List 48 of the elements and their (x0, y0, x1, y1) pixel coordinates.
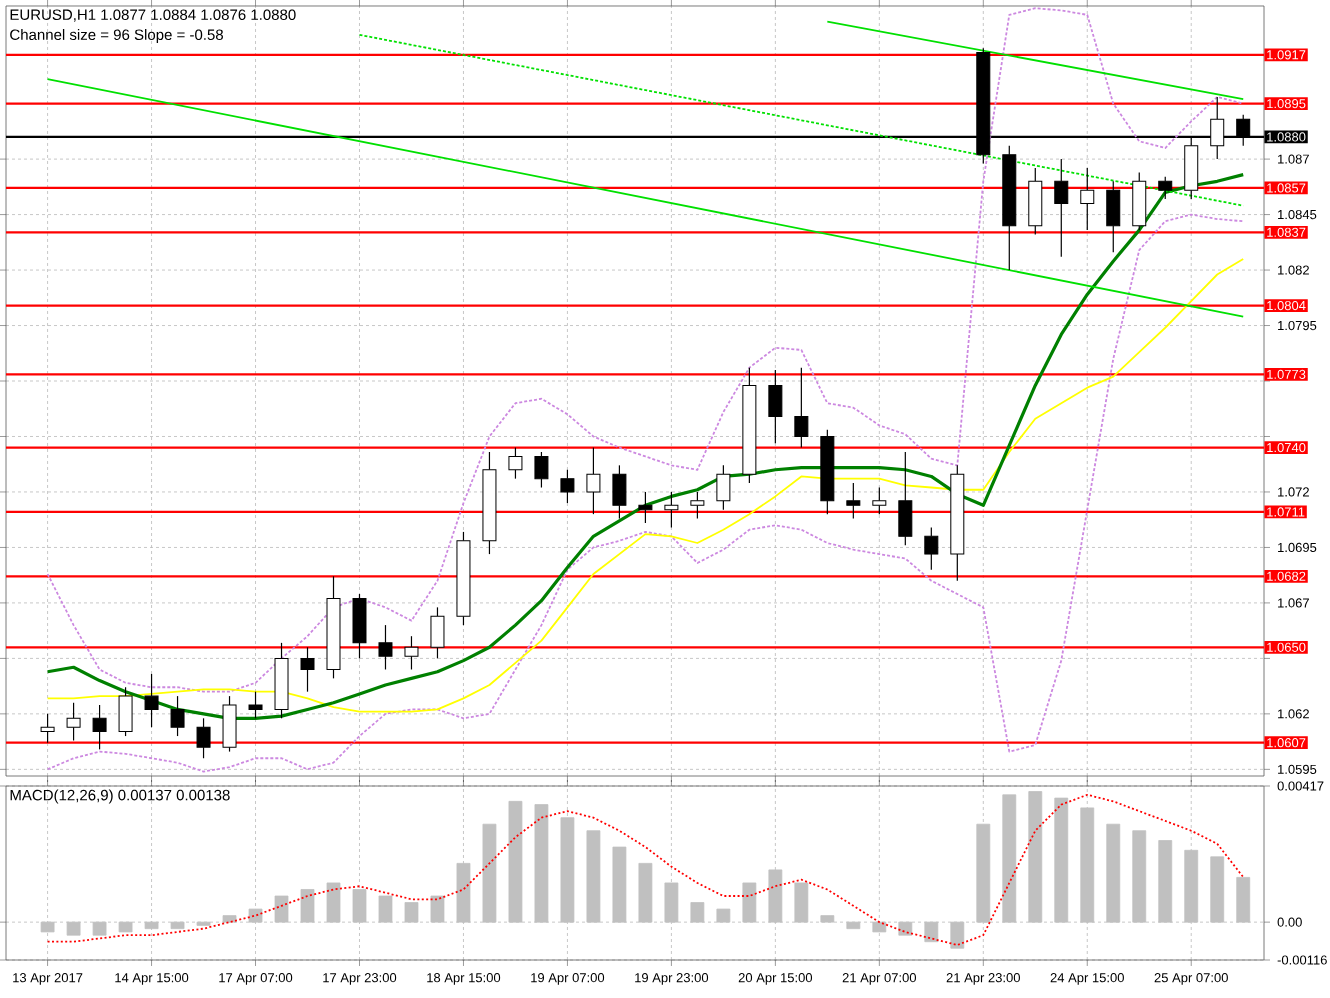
bar (794, 882, 809, 923)
bar (924, 921, 939, 943)
bar (1002, 794, 1017, 923)
candlestick (1054, 158, 1069, 258)
bar (222, 915, 237, 923)
bar (1236, 877, 1251, 923)
bar (586, 830, 601, 923)
bar (664, 882, 679, 923)
bar (326, 882, 341, 923)
bar (92, 921, 107, 936)
candlestick (586, 446, 601, 515)
bar (300, 889, 315, 923)
bar (144, 921, 159, 930)
bar (846, 921, 861, 930)
bar (898, 921, 913, 936)
candlestick (1080, 167, 1095, 231)
bar (482, 823, 497, 923)
bar (66, 921, 81, 936)
bar (534, 804, 549, 923)
bar (768, 869, 783, 923)
bar (872, 921, 887, 933)
bar (456, 862, 471, 923)
line-series (46, 213, 1245, 773)
bar (1132, 830, 1147, 923)
bar (638, 862, 653, 923)
bar (976, 823, 991, 923)
bar (1210, 856, 1225, 923)
bar (560, 817, 575, 923)
bar (950, 921, 965, 949)
bar (1158, 840, 1173, 923)
bar (742, 882, 757, 923)
bar (378, 895, 393, 923)
bar (820, 915, 835, 923)
bar (248, 908, 263, 923)
bar (430, 895, 445, 923)
bar (404, 902, 419, 923)
bar (118, 921, 133, 933)
bar (690, 902, 705, 923)
bar (1106, 823, 1121, 923)
bar (1028, 791, 1043, 923)
bar (274, 895, 289, 923)
bar (612, 846, 627, 923)
bar (1080, 807, 1095, 923)
bar (508, 800, 523, 923)
bar (170, 921, 185, 930)
bar (1054, 797, 1069, 923)
bar (716, 908, 731, 923)
bar (352, 889, 367, 923)
